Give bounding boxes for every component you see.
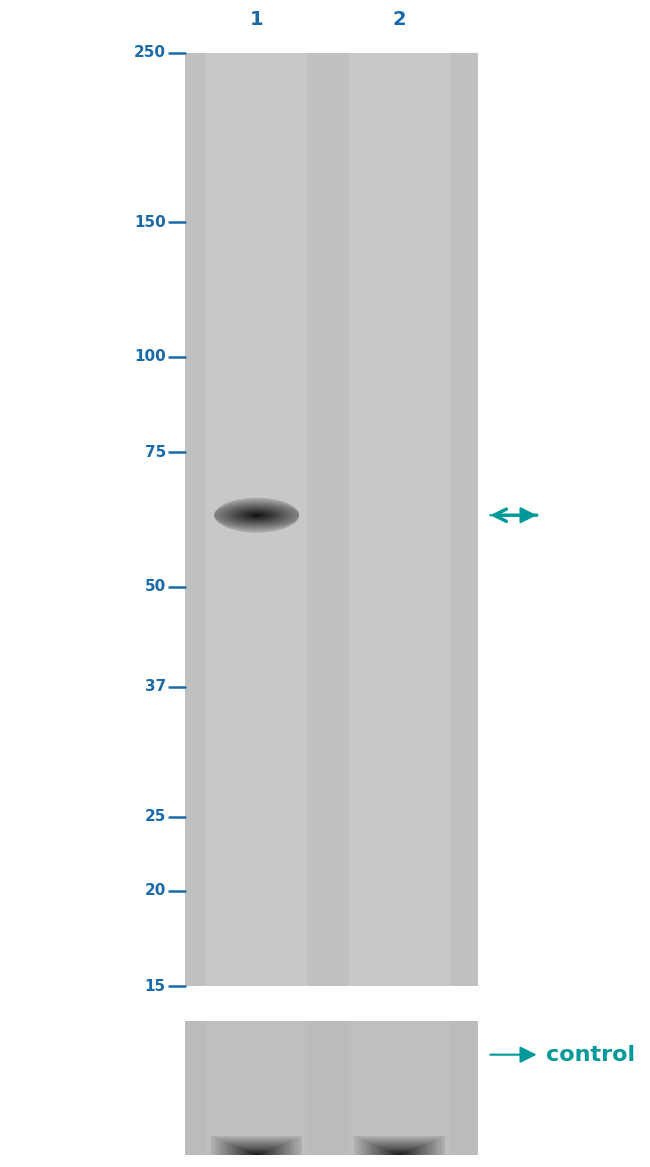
FancyBboxPatch shape xyxy=(370,1142,429,1155)
FancyBboxPatch shape xyxy=(229,1144,284,1155)
FancyBboxPatch shape xyxy=(395,1153,404,1155)
Ellipse shape xyxy=(237,509,276,520)
Ellipse shape xyxy=(239,510,274,520)
Ellipse shape xyxy=(214,502,299,527)
FancyBboxPatch shape xyxy=(211,1135,302,1155)
Text: 75: 75 xyxy=(144,445,166,460)
FancyBboxPatch shape xyxy=(237,1147,277,1155)
Ellipse shape xyxy=(245,511,268,518)
FancyBboxPatch shape xyxy=(220,1140,293,1155)
FancyBboxPatch shape xyxy=(384,1148,416,1155)
FancyBboxPatch shape xyxy=(240,1148,273,1155)
Ellipse shape xyxy=(214,499,299,530)
FancyBboxPatch shape xyxy=(365,1141,434,1155)
FancyBboxPatch shape xyxy=(207,1021,307,1155)
FancyBboxPatch shape xyxy=(185,1021,478,1155)
FancyBboxPatch shape xyxy=(372,1144,427,1155)
FancyBboxPatch shape xyxy=(389,1151,411,1155)
Ellipse shape xyxy=(214,497,299,532)
Ellipse shape xyxy=(241,510,272,519)
Text: 100: 100 xyxy=(134,349,166,364)
Ellipse shape xyxy=(223,505,291,525)
Ellipse shape xyxy=(214,498,299,531)
FancyBboxPatch shape xyxy=(382,1147,418,1155)
FancyBboxPatch shape xyxy=(185,53,478,986)
FancyBboxPatch shape xyxy=(252,1153,261,1155)
Text: 1: 1 xyxy=(250,11,263,29)
FancyBboxPatch shape xyxy=(368,1141,432,1155)
Ellipse shape xyxy=(227,506,287,524)
Text: 25: 25 xyxy=(144,809,166,824)
Ellipse shape xyxy=(217,503,296,526)
FancyBboxPatch shape xyxy=(374,1145,425,1155)
FancyBboxPatch shape xyxy=(232,1145,282,1155)
Ellipse shape xyxy=(233,508,280,522)
Text: 20: 20 xyxy=(144,883,166,899)
FancyBboxPatch shape xyxy=(216,1138,298,1155)
Ellipse shape xyxy=(235,509,278,522)
FancyBboxPatch shape xyxy=(234,1146,280,1155)
Ellipse shape xyxy=(225,505,289,524)
Ellipse shape xyxy=(214,501,299,529)
Text: 2: 2 xyxy=(393,11,406,29)
FancyBboxPatch shape xyxy=(213,1137,300,1155)
FancyBboxPatch shape xyxy=(248,1152,266,1155)
Ellipse shape xyxy=(243,511,270,519)
FancyBboxPatch shape xyxy=(207,53,307,986)
FancyBboxPatch shape xyxy=(359,1138,441,1155)
Ellipse shape xyxy=(229,506,284,523)
FancyBboxPatch shape xyxy=(350,1021,450,1155)
Ellipse shape xyxy=(251,513,263,517)
Ellipse shape xyxy=(214,499,299,531)
FancyBboxPatch shape xyxy=(222,1141,291,1155)
FancyBboxPatch shape xyxy=(350,53,450,986)
FancyBboxPatch shape xyxy=(239,1147,275,1155)
FancyBboxPatch shape xyxy=(377,1146,423,1155)
Ellipse shape xyxy=(214,498,299,532)
FancyBboxPatch shape xyxy=(227,1142,287,1155)
FancyBboxPatch shape xyxy=(386,1149,413,1155)
Ellipse shape xyxy=(249,512,265,517)
Ellipse shape xyxy=(231,508,282,523)
Text: 15: 15 xyxy=(144,979,166,993)
FancyBboxPatch shape xyxy=(354,1135,445,1155)
FancyBboxPatch shape xyxy=(225,1141,289,1155)
Ellipse shape xyxy=(215,503,298,527)
Ellipse shape xyxy=(221,504,292,525)
FancyBboxPatch shape xyxy=(363,1140,436,1155)
Text: 250: 250 xyxy=(134,46,166,60)
Ellipse shape xyxy=(247,512,266,518)
FancyBboxPatch shape xyxy=(218,1139,295,1155)
Text: control: control xyxy=(546,1044,635,1064)
FancyBboxPatch shape xyxy=(246,1151,268,1155)
Ellipse shape xyxy=(253,513,261,516)
Ellipse shape xyxy=(219,504,294,526)
Text: 37: 37 xyxy=(144,679,166,694)
FancyBboxPatch shape xyxy=(361,1139,438,1155)
FancyBboxPatch shape xyxy=(250,1153,264,1155)
FancyBboxPatch shape xyxy=(243,1149,270,1155)
Text: 150: 150 xyxy=(134,215,166,230)
Text: 50: 50 xyxy=(144,579,166,594)
FancyBboxPatch shape xyxy=(380,1147,421,1155)
Ellipse shape xyxy=(214,501,299,530)
FancyBboxPatch shape xyxy=(356,1137,443,1155)
FancyBboxPatch shape xyxy=(393,1153,407,1155)
FancyBboxPatch shape xyxy=(391,1152,409,1155)
Ellipse shape xyxy=(214,502,299,529)
